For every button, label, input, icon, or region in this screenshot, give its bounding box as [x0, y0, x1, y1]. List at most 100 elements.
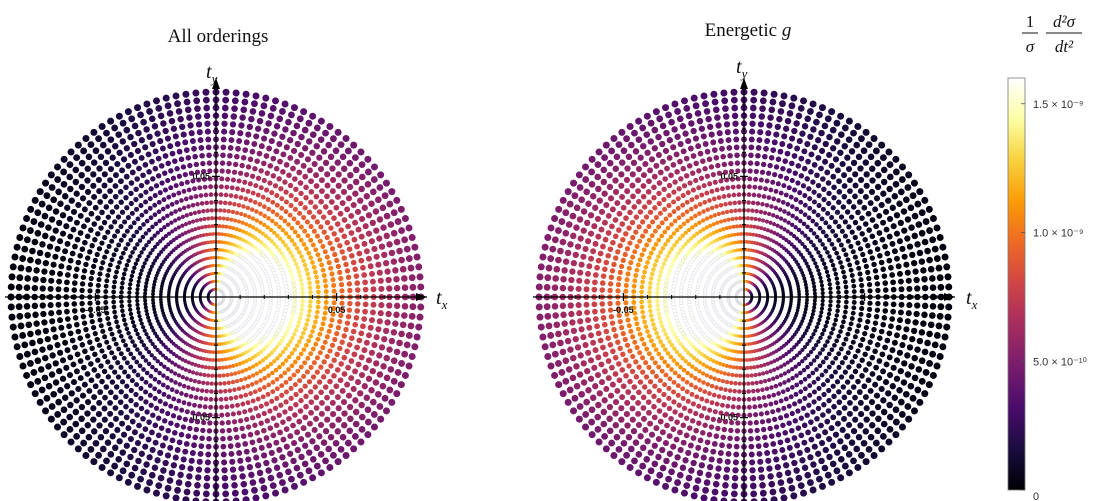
data-point [656, 277, 662, 283]
data-point [138, 203, 144, 209]
data-point [87, 445, 95, 453]
data-point [217, 365, 222, 370]
data-point [253, 297, 258, 301]
data-point [92, 257, 98, 263]
data-point [217, 373, 222, 378]
data-point [676, 338, 681, 343]
data-point [96, 165, 103, 172]
data-point [358, 185, 365, 193]
data-point [183, 392, 189, 398]
data-point [256, 150, 263, 157]
data-point [64, 240, 71, 247]
data-point [685, 337, 689, 342]
data-point [164, 102, 172, 110]
data-point [339, 339, 345, 345]
data-point [298, 133, 305, 141]
data-point [239, 211, 244, 217]
data-point [302, 173, 309, 180]
data-point [722, 218, 727, 223]
data-point [800, 359, 805, 364]
data-point [714, 360, 719, 365]
data-point [686, 350, 691, 355]
data-point [23, 350, 31, 358]
data-point [263, 233, 269, 239]
data-point [195, 387, 200, 393]
data-point [714, 229, 719, 234]
data-point [643, 264, 649, 270]
data-point [272, 255, 278, 260]
data-point [159, 289, 163, 294]
data-point [48, 216, 56, 223]
data-point [287, 154, 294, 161]
data-point [339, 300, 345, 306]
data-point [109, 154, 116, 161]
data-point [320, 148, 328, 155]
data-point [338, 275, 344, 282]
data-point [223, 396, 229, 402]
data-point [254, 158, 260, 164]
data-point [745, 224, 750, 229]
data-point [95, 300, 101, 306]
data-point [244, 367, 249, 372]
data-point [761, 194, 767, 199]
data-point [365, 230, 373, 237]
data-point [102, 334, 108, 340]
x-tick-label: 0.05 [328, 305, 346, 315]
data-point [327, 209, 333, 216]
data-point [330, 176, 337, 183]
data-point [146, 274, 151, 279]
data-point [143, 126, 150, 133]
data-point [780, 199, 786, 205]
data-point [328, 323, 334, 329]
data-point [716, 377, 721, 383]
data-point [755, 225, 760, 230]
data-point [143, 284, 148, 289]
data-point [195, 121, 203, 128]
data-point [69, 250, 76, 257]
data-point [155, 155, 162, 162]
data-point [161, 197, 167, 203]
data-point [775, 223, 780, 228]
data-point [762, 210, 768, 216]
data-point [176, 364, 181, 369]
data-point [755, 364, 760, 369]
data-point [733, 208, 738, 213]
data-point [193, 97, 201, 105]
data-point [226, 380, 231, 385]
data-point [392, 267, 399, 274]
data-point [716, 211, 721, 217]
data-point [766, 195, 772, 200]
data-point [726, 356, 731, 361]
data-point [651, 246, 656, 252]
data-point [9, 263, 17, 271]
data-point [31, 284, 39, 292]
data-point [208, 184, 214, 190]
data-point [59, 230, 67, 237]
data-point [680, 344, 686, 350]
data-point [839, 264, 845, 270]
data-point [260, 358, 266, 363]
data-point [249, 108, 257, 115]
data-point [408, 274, 416, 282]
data-point [398, 227, 405, 234]
data-point [688, 206, 694, 212]
data-point [94, 336, 100, 343]
data-point [253, 454, 260, 461]
data-point [241, 385, 246, 390]
data-point [135, 287, 140, 292]
data-point [253, 405, 259, 411]
data-point [292, 347, 297, 352]
data-point [665, 275, 670, 280]
data-point [112, 444, 119, 452]
data-point [218, 389, 223, 394]
data-point [371, 342, 378, 349]
data-point [248, 391, 253, 396]
data-point [99, 209, 105, 216]
data-point [685, 218, 690, 224]
data-point [264, 418, 270, 424]
data-point [365, 357, 373, 364]
data-point [137, 111, 144, 119]
data-point [318, 389, 324, 396]
data-point [254, 430, 260, 436]
data-point [788, 231, 794, 236]
